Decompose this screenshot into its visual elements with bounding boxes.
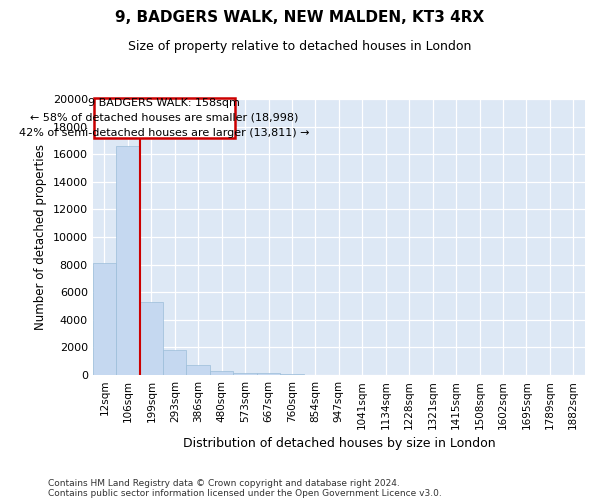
- Text: 9 BADGERS WALK: 158sqm
← 58% of detached houses are smaller (18,998)
42% of semi: 9 BADGERS WALK: 158sqm ← 58% of detached…: [19, 98, 310, 138]
- Bar: [163, 350, 187, 375]
- Bar: [257, 374, 280, 375]
- Y-axis label: Number of detached properties: Number of detached properties: [34, 144, 47, 330]
- Bar: [93, 264, 116, 375]
- Bar: [280, 374, 304, 375]
- Bar: [140, 302, 163, 375]
- Bar: [94, 98, 235, 138]
- Bar: [187, 366, 210, 375]
- Bar: [210, 371, 233, 375]
- X-axis label: Distribution of detached houses by size in London: Distribution of detached houses by size …: [182, 437, 495, 450]
- Text: Contains HM Land Registry data © Crown copyright and database right 2024.: Contains HM Land Registry data © Crown c…: [48, 478, 400, 488]
- Text: Size of property relative to detached houses in London: Size of property relative to detached ho…: [128, 40, 472, 53]
- Bar: [233, 372, 257, 375]
- Text: Contains public sector information licensed under the Open Government Licence v3: Contains public sector information licen…: [48, 488, 442, 498]
- Text: 9, BADGERS WALK, NEW MALDEN, KT3 4RX: 9, BADGERS WALK, NEW MALDEN, KT3 4RX: [115, 10, 485, 25]
- Bar: [116, 146, 140, 375]
